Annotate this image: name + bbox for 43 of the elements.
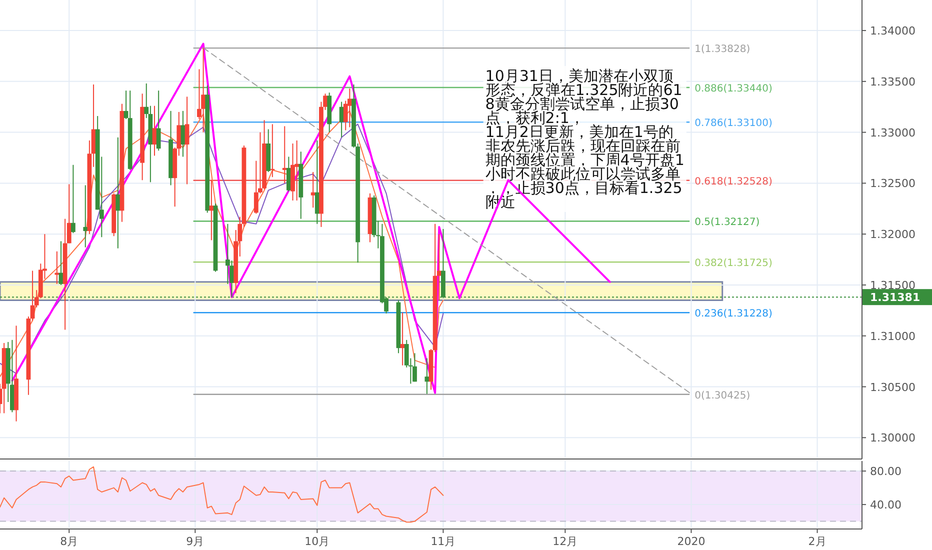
candlestick bbox=[209, 180, 214, 241]
y-tick-label: 1.33000 bbox=[870, 126, 916, 140]
ref-line-label: 0(1.30425) bbox=[694, 390, 750, 402]
y-tick-label: 1.30500 bbox=[870, 380, 916, 394]
candlestick bbox=[180, 110, 186, 158]
candlestick bbox=[286, 156, 291, 192]
candlestick bbox=[152, 105, 157, 156]
ref-line-label: 0.886(1.33440) bbox=[694, 84, 772, 95]
y-tick-label: 1.33500 bbox=[870, 75, 916, 88]
candlestick bbox=[184, 96, 190, 185]
x-tick-label: 12月 bbox=[552, 535, 578, 548]
ref-line-label: 1.31381 bbox=[870, 291, 920, 304]
x-tick-label: 2月 bbox=[808, 535, 826, 548]
x-tick-label: 8月 bbox=[60, 535, 78, 548]
x-tick-label: 10月 bbox=[304, 535, 330, 548]
candlestick bbox=[412, 352, 417, 382]
ref-line-label: 0.382(1.31725) bbox=[694, 258, 772, 270]
ref-line-label: 1(1.33828) bbox=[694, 44, 750, 56]
candlestick bbox=[156, 90, 161, 152]
ref-line-label: 0.618(1.32528) bbox=[694, 176, 772, 188]
candlestick bbox=[201, 47, 206, 133]
x-tick-label: 9月 bbox=[186, 535, 204, 548]
y-tick-label: 1.31500 bbox=[870, 278, 916, 292]
candlestick bbox=[270, 124, 275, 178]
y-tick-label: 1.32500 bbox=[870, 177, 916, 190]
y-tick-label: 1.31000 bbox=[870, 330, 916, 343]
y-tick-label: 80.00 bbox=[870, 465, 902, 478]
candlestick bbox=[70, 164, 76, 234]
ref-line-label: 0.236(1.31228) bbox=[694, 308, 772, 320]
candlestick bbox=[83, 184, 88, 248]
candlestick bbox=[347, 88, 352, 128]
candlestick bbox=[424, 358, 430, 394]
candlestick bbox=[116, 136, 120, 249]
y-tick-label: 1.30000 bbox=[870, 432, 916, 445]
line-series bbox=[0, 466, 444, 523]
ref-line-label: 0.5(1.32127) bbox=[694, 217, 760, 228]
x-tick-label: 2020 bbox=[677, 535, 706, 548]
y-tick-label: 1.34000 bbox=[870, 24, 916, 38]
y-tick-label: 40.00 bbox=[870, 498, 902, 512]
candlestick bbox=[54, 250, 60, 284]
x-tick-label: 11月 bbox=[430, 535, 456, 548]
ref-line-label: 0.786(1.33100) bbox=[694, 118, 772, 130]
y-tick-label: 1.32000 bbox=[870, 228, 916, 242]
